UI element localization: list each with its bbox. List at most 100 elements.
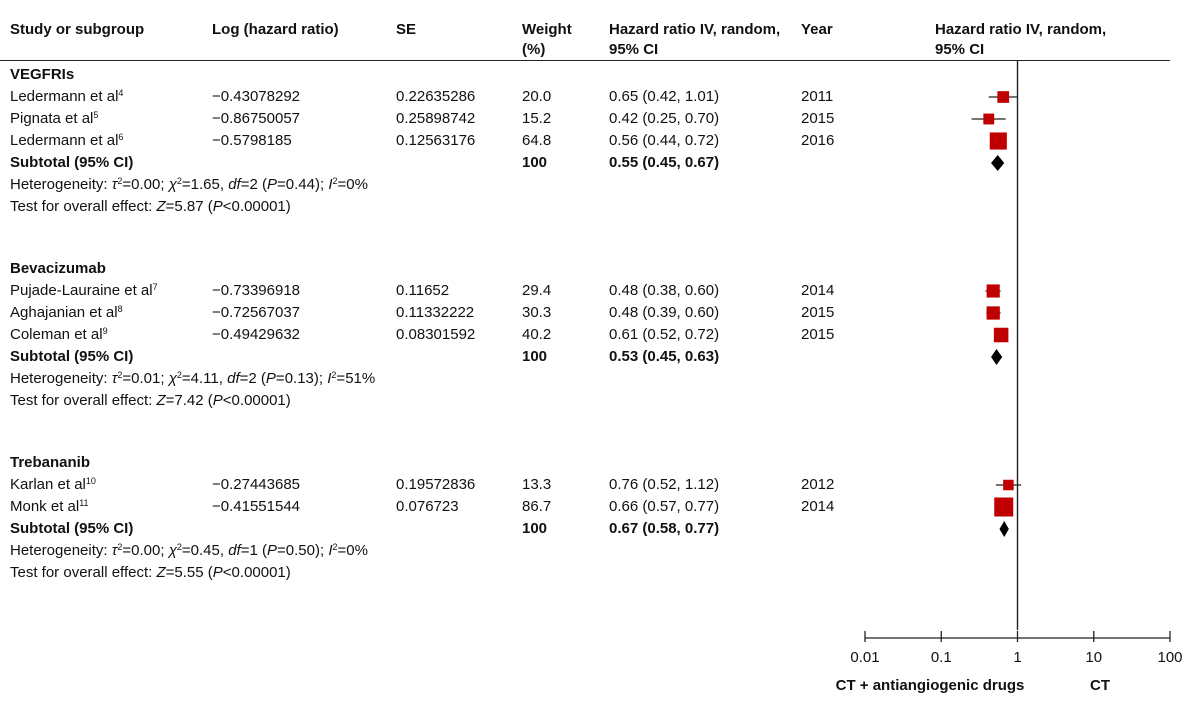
chi2-value: 0.45	[190, 542, 220, 559]
z-value: 7.42	[174, 392, 204, 409]
study-weight: 30.3	[522, 304, 552, 321]
chi-symbol: χ	[168, 542, 177, 559]
study-year: 2015	[801, 304, 835, 321]
study-marker	[986, 284, 1000, 298]
study-name: Aghajanian et al8	[10, 304, 123, 322]
subtotal-weight: 100	[522, 348, 548, 365]
study-author: Pujade-Lauraine et al	[10, 282, 153, 299]
study-weight: 29.4	[522, 282, 552, 299]
subtotal-label: Subtotal (95% CI)	[10, 520, 134, 537]
header-log-hr: Log (hazard ratio)	[212, 21, 339, 38]
study-ref: 6	[118, 132, 124, 142]
i-symbol: I	[328, 542, 333, 559]
tau2-value: 0.00	[131, 176, 161, 193]
subtotal-hr: 0.55 (0.45, 0.67)	[609, 154, 720, 171]
study-year: 2011	[801, 88, 834, 105]
study-author: Pignata et al	[10, 110, 94, 127]
sq: 2	[332, 176, 338, 186]
subtotal-hr: 0.67 (0.58, 0.77)	[609, 520, 720, 537]
study-author: Coleman et al	[10, 326, 103, 343]
heterogeneity-stats: Heterogeneity: τ2=0.01; χ2=4.11, df=2 (P…	[10, 370, 376, 387]
subtotal-weight: 100	[522, 520, 548, 537]
study-se: 0.19572836	[396, 476, 476, 493]
x-tick-label: 1	[1013, 649, 1021, 666]
study-se: 0.22635286	[396, 88, 476, 105]
study-year: 2014	[801, 498, 835, 515]
i2-value: 0%	[346, 176, 368, 193]
subtotal-diamond	[991, 155, 1005, 171]
x-tick-label: 10	[1085, 649, 1102, 666]
study-se: 0.076723	[396, 498, 459, 515]
overall-effect: Test for overall effect: Z=5.55 (P<0.000…	[10, 564, 291, 581]
study-weight: 15.2	[522, 110, 552, 127]
study-ref: 11	[79, 498, 89, 508]
df-symbol: df	[228, 542, 241, 559]
study-ref: 8	[117, 304, 123, 314]
study-hr: 0.48 (0.38, 0.60)	[609, 282, 720, 299]
z-value: 5.55	[174, 564, 204, 581]
study-ref: 7	[152, 282, 158, 292]
sq: 2	[117, 176, 123, 186]
overall-p-value: <0.00001	[222, 564, 286, 581]
overall-p-value: <0.00001	[222, 198, 286, 215]
study-marker	[983, 113, 995, 125]
study-ref: 4	[118, 88, 124, 98]
study-hr: 0.61 (0.52, 0.72)	[609, 326, 720, 343]
study-se: 0.08301592	[396, 326, 476, 343]
z-value: 5.87	[174, 198, 204, 215]
study-ref: 9	[102, 326, 108, 336]
p-symbol: P	[212, 198, 223, 215]
chi-symbol: χ	[168, 370, 177, 387]
sq: 2	[331, 370, 337, 380]
study-ref: 5	[93, 110, 99, 120]
study-weight: 13.3	[522, 476, 552, 493]
study-year: 2015	[801, 110, 835, 127]
study-se: 0.11332222	[396, 304, 475, 321]
i2-value: 0%	[346, 542, 368, 559]
tau2-value: 0.00	[131, 542, 161, 559]
study-se: 0.12563176	[396, 132, 476, 149]
study-weight: 64.8	[522, 132, 552, 149]
study-hr: 0.56 (0.44, 0.72)	[609, 132, 720, 149]
p-symbol: P	[267, 542, 278, 559]
study-year: 2015	[801, 326, 835, 343]
header-plot: Hazard ratio IV, random, 95% CI	[935, 21, 1107, 58]
x-tick-label: 0.01	[850, 649, 879, 666]
sq: 2	[176, 542, 182, 552]
study-name: Pujade-Lauraine et al7	[10, 282, 158, 300]
footer-favours-left: CT + antiangiogenic drugs	[835, 677, 1025, 694]
study-marker	[989, 132, 1007, 150]
study-ref: 10	[85, 476, 96, 486]
study-author: Ledermann et al	[10, 132, 119, 149]
subtotal-diamond	[999, 521, 1009, 537]
study-hr: 0.76 (0.52, 1.12)	[609, 476, 720, 493]
het-p-value: 0.13	[284, 370, 314, 387]
header-se: SE	[396, 21, 417, 38]
study-se: 0.11652	[396, 282, 450, 299]
study-name: Coleman et al9	[10, 326, 108, 344]
subgroup-title: Trebananib	[10, 454, 91, 471]
study-author: Ledermann et al	[10, 88, 119, 105]
study-log-hr: −0.5798185	[212, 132, 292, 149]
df-symbol: df	[228, 176, 241, 193]
overall-effect: Test for overall effect: Z=5.87 (P<0.000…	[10, 198, 291, 215]
z-symbol: Z	[156, 392, 166, 409]
z-symbol: Z	[156, 564, 166, 581]
sq: 2	[117, 370, 123, 380]
study-hr: 0.48 (0.39, 0.60)	[609, 304, 720, 321]
study-author: Aghajanian et al	[10, 304, 118, 321]
footer-favours-right: CT	[1090, 677, 1110, 694]
study-marker	[997, 91, 1010, 103]
header-hr: Hazard ratio IV, random, 95% CI	[609, 21, 781, 58]
p-symbol: P	[212, 392, 223, 409]
tau2-value: 0.01	[131, 370, 161, 387]
study-hr: 0.66 (0.57, 0.77)	[609, 498, 720, 515]
study-name: Ledermann et al4	[10, 88, 123, 106]
i-symbol: I	[328, 176, 333, 193]
chi-symbol: χ	[168, 176, 177, 193]
study-hr: 0.42 (0.25, 0.70)	[609, 110, 720, 127]
heterogeneity-stats: Heterogeneity: τ2=0.00; χ2=1.65, df=2 (P…	[10, 176, 368, 193]
subtotal-diamond	[991, 349, 1003, 365]
header-rule	[0, 60, 1170, 61]
study-log-hr: −0.41551544	[212, 498, 301, 515]
